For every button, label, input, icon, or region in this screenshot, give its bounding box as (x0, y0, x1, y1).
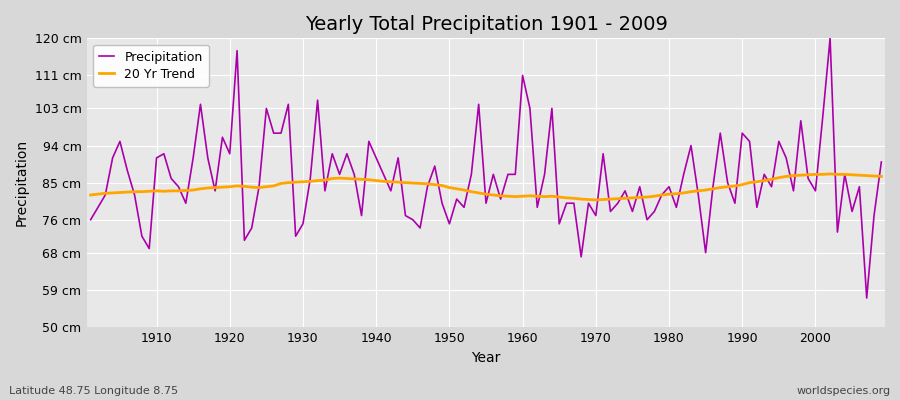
20 Yr Trend (86, 192, 96, 197)
Text: worldspecies.org: worldspecies.org (796, 386, 891, 396)
Precipitation (510, 172, 521, 177)
Legend: Precipitation, 20 Yr Trend: Precipitation, 20 Yr Trend (94, 44, 209, 87)
Precipitation (518, 73, 528, 78)
20 Yr Trend (824, 172, 835, 176)
Line: Precipitation: Precipitation (91, 38, 881, 298)
X-axis label: Year: Year (472, 351, 500, 365)
Title: Yearly Total Precipitation 1901 - 2009: Yearly Total Precipitation 1901 - 2009 (304, 15, 668, 34)
Precipitation (824, 36, 835, 41)
Precipitation (144, 246, 155, 251)
Precipitation (876, 160, 886, 164)
20 Yr Trend (876, 174, 886, 179)
20 Yr Trend (612, 196, 623, 201)
20 Yr Trend (144, 189, 155, 194)
20 Yr Trend (590, 198, 601, 202)
Precipitation (86, 217, 96, 222)
20 Yr Trend (305, 179, 316, 184)
20 Yr Trend (518, 194, 528, 199)
Text: Latitude 48.75 Longitude 8.75: Latitude 48.75 Longitude 8.75 (9, 386, 178, 396)
20 Yr Trend (349, 176, 360, 181)
Y-axis label: Precipitation: Precipitation (15, 139, 29, 226)
Precipitation (605, 209, 616, 214)
Line: 20 Yr Trend: 20 Yr Trend (91, 174, 881, 200)
Precipitation (305, 176, 316, 181)
20 Yr Trend (510, 194, 521, 199)
Precipitation (861, 296, 872, 300)
Precipitation (349, 172, 360, 177)
